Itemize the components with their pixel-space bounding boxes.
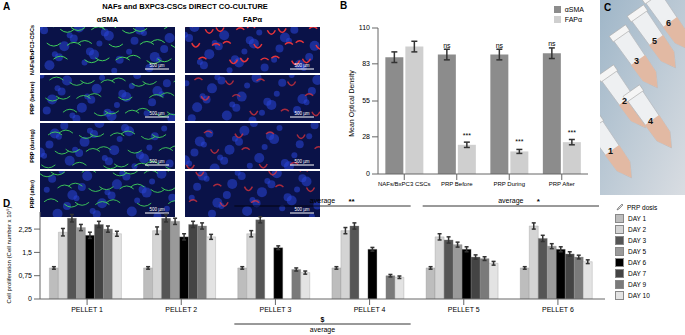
svg-text:***: *** xyxy=(568,129,576,136)
svg-text:500 µm: 500 µm xyxy=(294,111,309,116)
svg-text:NAFs and BXPC3-CSCs DIRECT CO-: NAFs and BXPC3-CSCs DIRECT CO-CULTURE xyxy=(102,2,268,11)
svg-text:PELLET 2: PELLET 2 xyxy=(165,306,197,313)
svg-text:500 µm: 500 µm xyxy=(294,207,309,212)
html-text:DAY 9: DAY 9 xyxy=(628,281,647,288)
svg-text:500 µm: 500 µm xyxy=(149,159,164,164)
html-text:αSMA: αSMA xyxy=(564,5,584,13)
svg-text:PRP (during): PRP (during) xyxy=(29,129,35,163)
svg-text:A: A xyxy=(3,1,10,12)
svg-text:FAPα: FAPα xyxy=(243,15,263,24)
html-text:DAY 1: DAY 1 xyxy=(628,215,647,222)
svg-text:PELLET 5: PELLET 5 xyxy=(448,306,480,313)
svg-text:ns: ns xyxy=(496,42,504,49)
svg-text:4: 4 xyxy=(648,116,653,126)
html-text:DAY 7: DAY 7 xyxy=(628,270,647,277)
svg-text:6: 6 xyxy=(666,18,671,28)
html-text:D: D xyxy=(3,198,11,209)
svg-text:1: 1 xyxy=(608,146,613,156)
svg-text:500 µm: 500 µm xyxy=(149,63,164,68)
svg-text:500 µm: 500 µm xyxy=(149,207,164,212)
html-text:DAY 10: DAY 10 xyxy=(628,292,650,299)
svg-text:55: 55 xyxy=(362,97,370,104)
svg-text:0,75: 0,75 xyxy=(18,272,32,279)
svg-text:***: *** xyxy=(463,132,471,139)
svg-text:PELLET 1: PELLET 1 xyxy=(71,306,103,313)
svg-text:83: 83 xyxy=(362,60,370,67)
svg-text:NAFs/BxPC3 CSCs: NAFs/BxPC3 CSCs xyxy=(378,181,431,187)
svg-text:0: 0 xyxy=(28,295,32,302)
svg-text:PELLET 4: PELLET 4 xyxy=(354,306,386,313)
svg-text:28: 28 xyxy=(362,133,370,140)
html-text:PRP dosis: PRP dosis xyxy=(627,204,658,211)
svg-text:110: 110 xyxy=(359,24,370,31)
html-text:Cell proliferation (Cell numbe: Cell proliferation (Cell number x 10⁵) xyxy=(6,206,12,304)
svg-text:average: average xyxy=(498,197,523,205)
svg-text:αSMA: αSMA xyxy=(97,15,119,24)
svg-text:PRP Before: PRP Before xyxy=(441,181,473,187)
svg-text:*: * xyxy=(537,197,541,206)
svg-text:500 µm: 500 µm xyxy=(294,159,309,164)
html-text:DAY 6: DAY 6 xyxy=(628,259,647,266)
svg-text:$: $ xyxy=(321,316,325,324)
svg-text:PRP (after): PRP (after) xyxy=(29,180,35,208)
svg-text:PRP After: PRP After xyxy=(549,181,575,187)
html-text:Mean Optical Density: Mean Optical Density xyxy=(347,70,355,137)
svg-text:ns: ns xyxy=(548,40,556,47)
html-text:DAY 5: DAY 5 xyxy=(628,248,647,255)
html-text:B: B xyxy=(340,0,348,11)
svg-text:PRP (before): PRP (before) xyxy=(29,81,35,114)
svg-text:5: 5 xyxy=(652,36,657,46)
svg-text:PRP During: PRP During xyxy=(493,181,525,187)
svg-text:**: ** xyxy=(349,197,356,206)
svg-text:0: 0 xyxy=(366,170,370,177)
svg-text:1,5: 1,5 xyxy=(22,249,32,256)
svg-text:PELLET 6: PELLET 6 xyxy=(542,306,574,313)
svg-text:average: average xyxy=(310,326,335,334)
svg-text:ns: ns xyxy=(443,42,451,49)
html-text:FAPα: FAPα xyxy=(564,15,583,23)
svg-text:***: *** xyxy=(515,138,523,145)
svg-text:2,25: 2,25 xyxy=(18,226,32,233)
svg-text:NAFs/BxPC3-CSCs: NAFs/BxPC3-CSCs xyxy=(29,25,35,75)
svg-text:3: 3 xyxy=(634,56,639,66)
svg-text:C: C xyxy=(604,2,611,13)
svg-text:500 µm: 500 µm xyxy=(149,111,164,116)
svg-text:average: average xyxy=(310,197,335,205)
html-text:DAY 2: DAY 2 xyxy=(628,226,647,233)
html-text:DAY 3: DAY 3 xyxy=(628,237,647,244)
svg-text:PELLET 3: PELLET 3 xyxy=(260,306,292,313)
svg-text:2: 2 xyxy=(622,96,627,106)
svg-text:500 µm: 500 µm xyxy=(294,63,309,68)
